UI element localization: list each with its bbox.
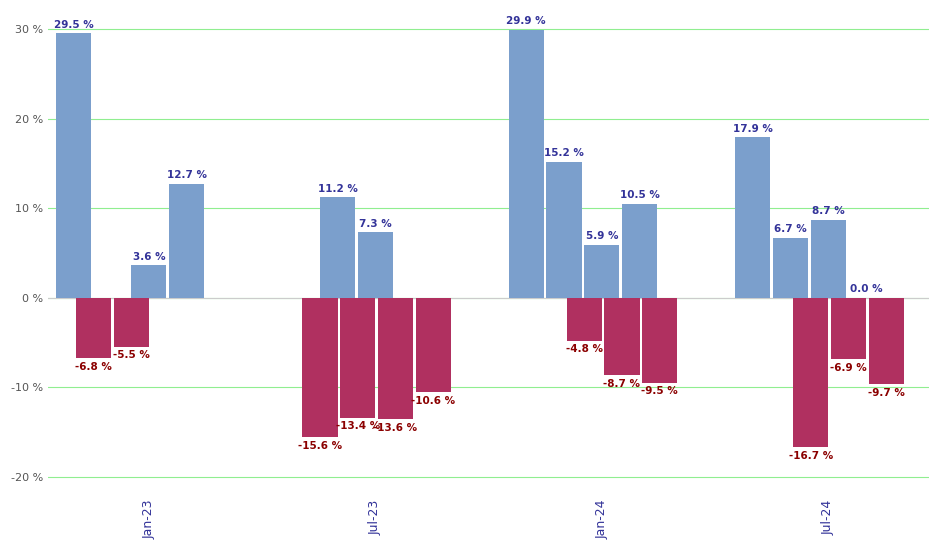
Bar: [869, 298, 903, 384]
Text: 29.5 %: 29.5 %: [54, 20, 93, 30]
Bar: [584, 245, 619, 298]
Text: 17.9 %: 17.9 %: [733, 124, 773, 134]
Bar: [810, 219, 846, 298]
Text: 15.2 %: 15.2 %: [544, 148, 584, 158]
Text: 5.9 %: 5.9 %: [586, 231, 618, 241]
Text: -16.7 %: -16.7 %: [789, 450, 833, 461]
Bar: [320, 197, 355, 298]
Bar: [567, 298, 602, 340]
Text: 7.3 %: 7.3 %: [359, 219, 392, 229]
Bar: [622, 204, 657, 298]
Text: -13.4 %: -13.4 %: [336, 421, 380, 431]
Text: -4.8 %: -4.8 %: [566, 344, 603, 354]
Text: -8.7 %: -8.7 %: [603, 379, 640, 389]
Bar: [340, 298, 375, 417]
Bar: [773, 238, 808, 298]
Text: -9.7 %: -9.7 %: [868, 388, 904, 398]
Bar: [303, 298, 337, 437]
Text: -5.5 %: -5.5 %: [113, 350, 149, 360]
Bar: [169, 184, 204, 298]
Bar: [604, 298, 639, 376]
Text: 6.7 %: 6.7 %: [775, 224, 807, 234]
Text: 0.0 %: 0.0 %: [850, 284, 883, 294]
Bar: [132, 265, 166, 298]
Bar: [114, 298, 149, 347]
Text: -15.6 %: -15.6 %: [298, 441, 342, 451]
Text: 29.9 %: 29.9 %: [507, 16, 546, 26]
Bar: [831, 298, 866, 359]
Text: -10.6 %: -10.6 %: [411, 396, 455, 406]
Bar: [415, 298, 451, 393]
Text: 10.5 %: 10.5 %: [619, 190, 660, 200]
Bar: [509, 30, 544, 298]
Text: -9.5 %: -9.5 %: [641, 386, 678, 396]
Bar: [378, 298, 413, 419]
Bar: [642, 298, 677, 383]
Bar: [358, 232, 393, 298]
Text: -13.6 %: -13.6 %: [373, 423, 417, 433]
Text: 12.7 %: 12.7 %: [166, 170, 207, 180]
Text: 11.2 %: 11.2 %: [318, 184, 357, 194]
Bar: [793, 298, 828, 447]
Text: 8.7 %: 8.7 %: [812, 206, 845, 216]
Text: -6.9 %: -6.9 %: [830, 363, 867, 373]
Bar: [55, 34, 91, 298]
Text: -6.8 %: -6.8 %: [75, 362, 112, 372]
Bar: [735, 138, 771, 298]
Text: 3.6 %: 3.6 %: [133, 252, 165, 262]
Bar: [76, 298, 111, 359]
Bar: [546, 162, 582, 298]
